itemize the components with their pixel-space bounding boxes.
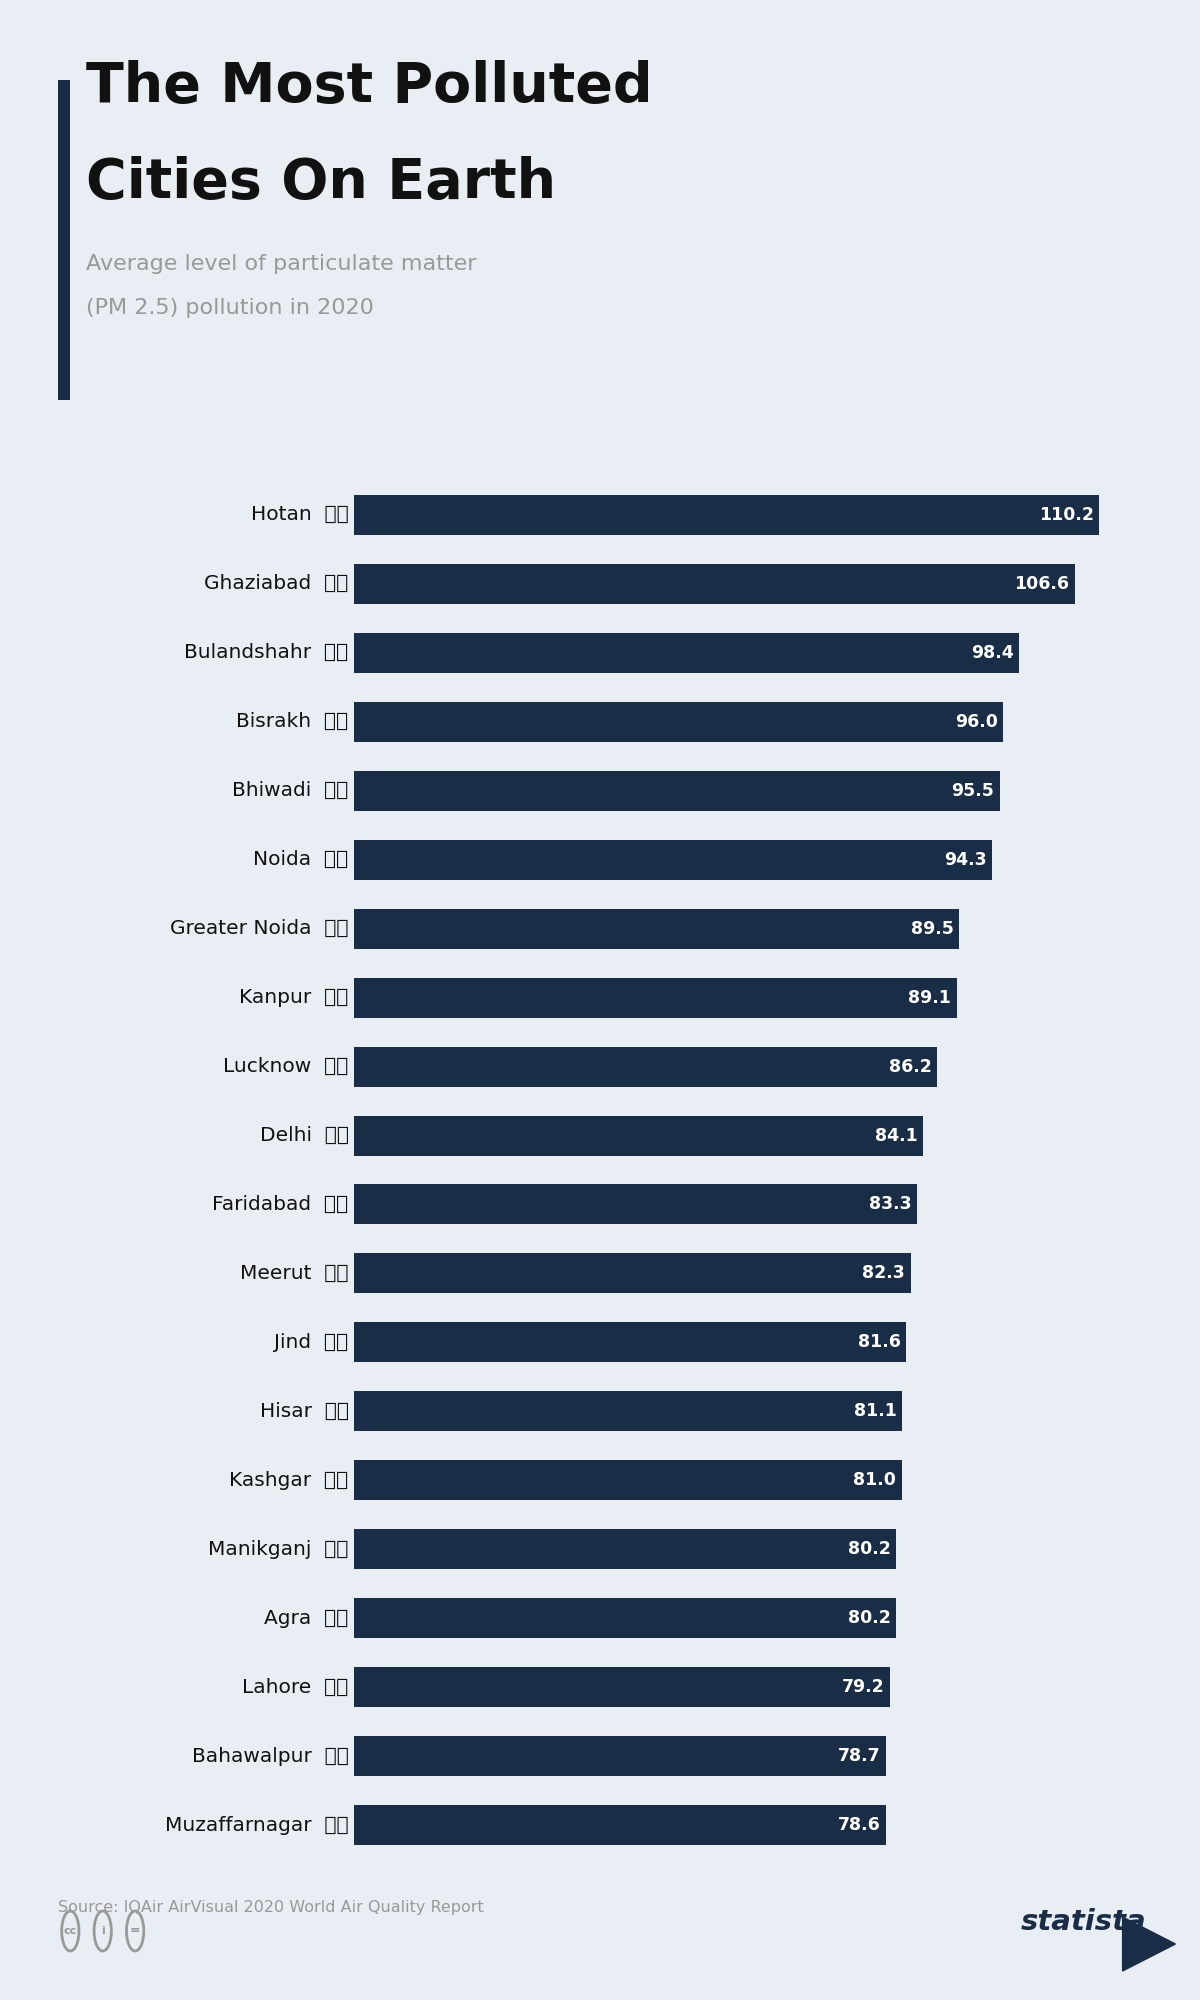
Text: Bisrakh  🇮🇳: Bisrakh 🇮🇳 [236, 712, 348, 732]
Text: i: i [101, 1926, 104, 1936]
Text: cc: cc [64, 1926, 77, 1936]
Text: 83.3: 83.3 [869, 1196, 912, 1214]
Text: statista: statista [1020, 1908, 1146, 1936]
Text: Lahore  🇵🇰: Lahore 🇵🇰 [242, 1678, 348, 1696]
Text: 96.0: 96.0 [955, 712, 998, 730]
Text: Bahawalpur  🇵🇰: Bahawalpur 🇵🇰 [192, 1746, 348, 1766]
Bar [354, 1184, 917, 1224]
Text: 82.3: 82.3 [863, 1264, 905, 1282]
Text: 79.2: 79.2 [841, 1678, 884, 1696]
Text: The Most Polluted: The Most Polluted [86, 60, 653, 114]
Text: Agra  🇮🇳: Agra 🇮🇳 [264, 1608, 348, 1628]
Text: =: = [130, 1924, 140, 1938]
Bar [354, 908, 959, 948]
Bar [354, 1322, 906, 1362]
Text: 86.2: 86.2 [889, 1058, 931, 1076]
Text: 95.5: 95.5 [952, 782, 995, 800]
Bar [354, 978, 956, 1018]
Text: Cities On Earth: Cities On Earth [86, 156, 557, 210]
Text: Bulandshahr  🇮🇳: Bulandshahr 🇮🇳 [185, 644, 348, 662]
Text: Manikganj  🇧🇩: Manikganj 🇧🇩 [209, 1540, 348, 1558]
Bar [354, 1806, 886, 1846]
Text: Delhi  🇮🇳: Delhi 🇮🇳 [259, 1126, 348, 1146]
Text: (PM 2.5) pollution in 2020: (PM 2.5) pollution in 2020 [86, 298, 374, 318]
Text: 89.5: 89.5 [911, 920, 954, 938]
Bar [354, 770, 1000, 810]
Bar [354, 1530, 896, 1570]
Polygon shape [1123, 1916, 1176, 1972]
Text: 80.2: 80.2 [848, 1610, 890, 1628]
Text: 84.1: 84.1 [875, 1126, 917, 1144]
Text: 81.6: 81.6 [858, 1334, 900, 1352]
Bar [354, 494, 1099, 534]
Text: 78.6: 78.6 [838, 1816, 880, 1834]
Bar [354, 1254, 911, 1294]
Text: Muzaffarnagar  🇮🇳: Muzaffarnagar 🇮🇳 [164, 1816, 348, 1834]
Bar [354, 632, 1020, 672]
Text: 106.6: 106.6 [1014, 574, 1069, 592]
Bar [354, 1668, 889, 1708]
Bar [354, 1392, 902, 1432]
Text: Average level of particulate matter: Average level of particulate matter [86, 254, 476, 274]
Bar [354, 702, 1003, 742]
Text: Meerut  🇮🇳: Meerut 🇮🇳 [240, 1264, 348, 1282]
Bar [354, 1116, 923, 1156]
Text: 80.2: 80.2 [848, 1540, 890, 1558]
Text: 94.3: 94.3 [943, 850, 986, 868]
Text: Hisar  🇮🇳: Hisar 🇮🇳 [259, 1402, 348, 1420]
Bar [354, 840, 991, 880]
Text: Hotan  🇨🇳: Hotan 🇨🇳 [251, 506, 348, 524]
Text: Noida  🇮🇳: Noida 🇮🇳 [253, 850, 348, 870]
Text: Kashgar  🇨🇳: Kashgar 🇨🇳 [229, 1470, 348, 1490]
Bar [354, 1460, 901, 1500]
Text: 81.1: 81.1 [854, 1402, 898, 1420]
Text: Bhiwadi  🇮🇳: Bhiwadi 🇮🇳 [233, 782, 348, 800]
Text: Greater Noida  🇮🇳: Greater Noida 🇮🇳 [170, 920, 348, 938]
Text: Jind  🇮🇳: Jind 🇮🇳 [275, 1332, 348, 1352]
Text: Ghaziabad  🇮🇳: Ghaziabad 🇮🇳 [204, 574, 348, 594]
Text: Kanpur  🇮🇳: Kanpur 🇮🇳 [239, 988, 348, 1008]
Bar [354, 1736, 887, 1776]
Text: Lucknow  🇮🇳: Lucknow 🇮🇳 [223, 1058, 348, 1076]
Text: 89.1: 89.1 [908, 988, 952, 1006]
Text: 110.2: 110.2 [1039, 506, 1094, 524]
Text: 78.7: 78.7 [838, 1748, 881, 1766]
Bar [354, 564, 1075, 604]
Text: Source: IQAir AirVisual 2020 World Air Quality Report: Source: IQAir AirVisual 2020 World Air Q… [58, 1900, 484, 1916]
Bar [354, 1598, 896, 1638]
Text: 81.0: 81.0 [853, 1472, 896, 1490]
Text: 98.4: 98.4 [971, 644, 1014, 662]
Bar [354, 1046, 937, 1086]
Text: Faridabad  🇮🇳: Faridabad 🇮🇳 [212, 1194, 348, 1214]
